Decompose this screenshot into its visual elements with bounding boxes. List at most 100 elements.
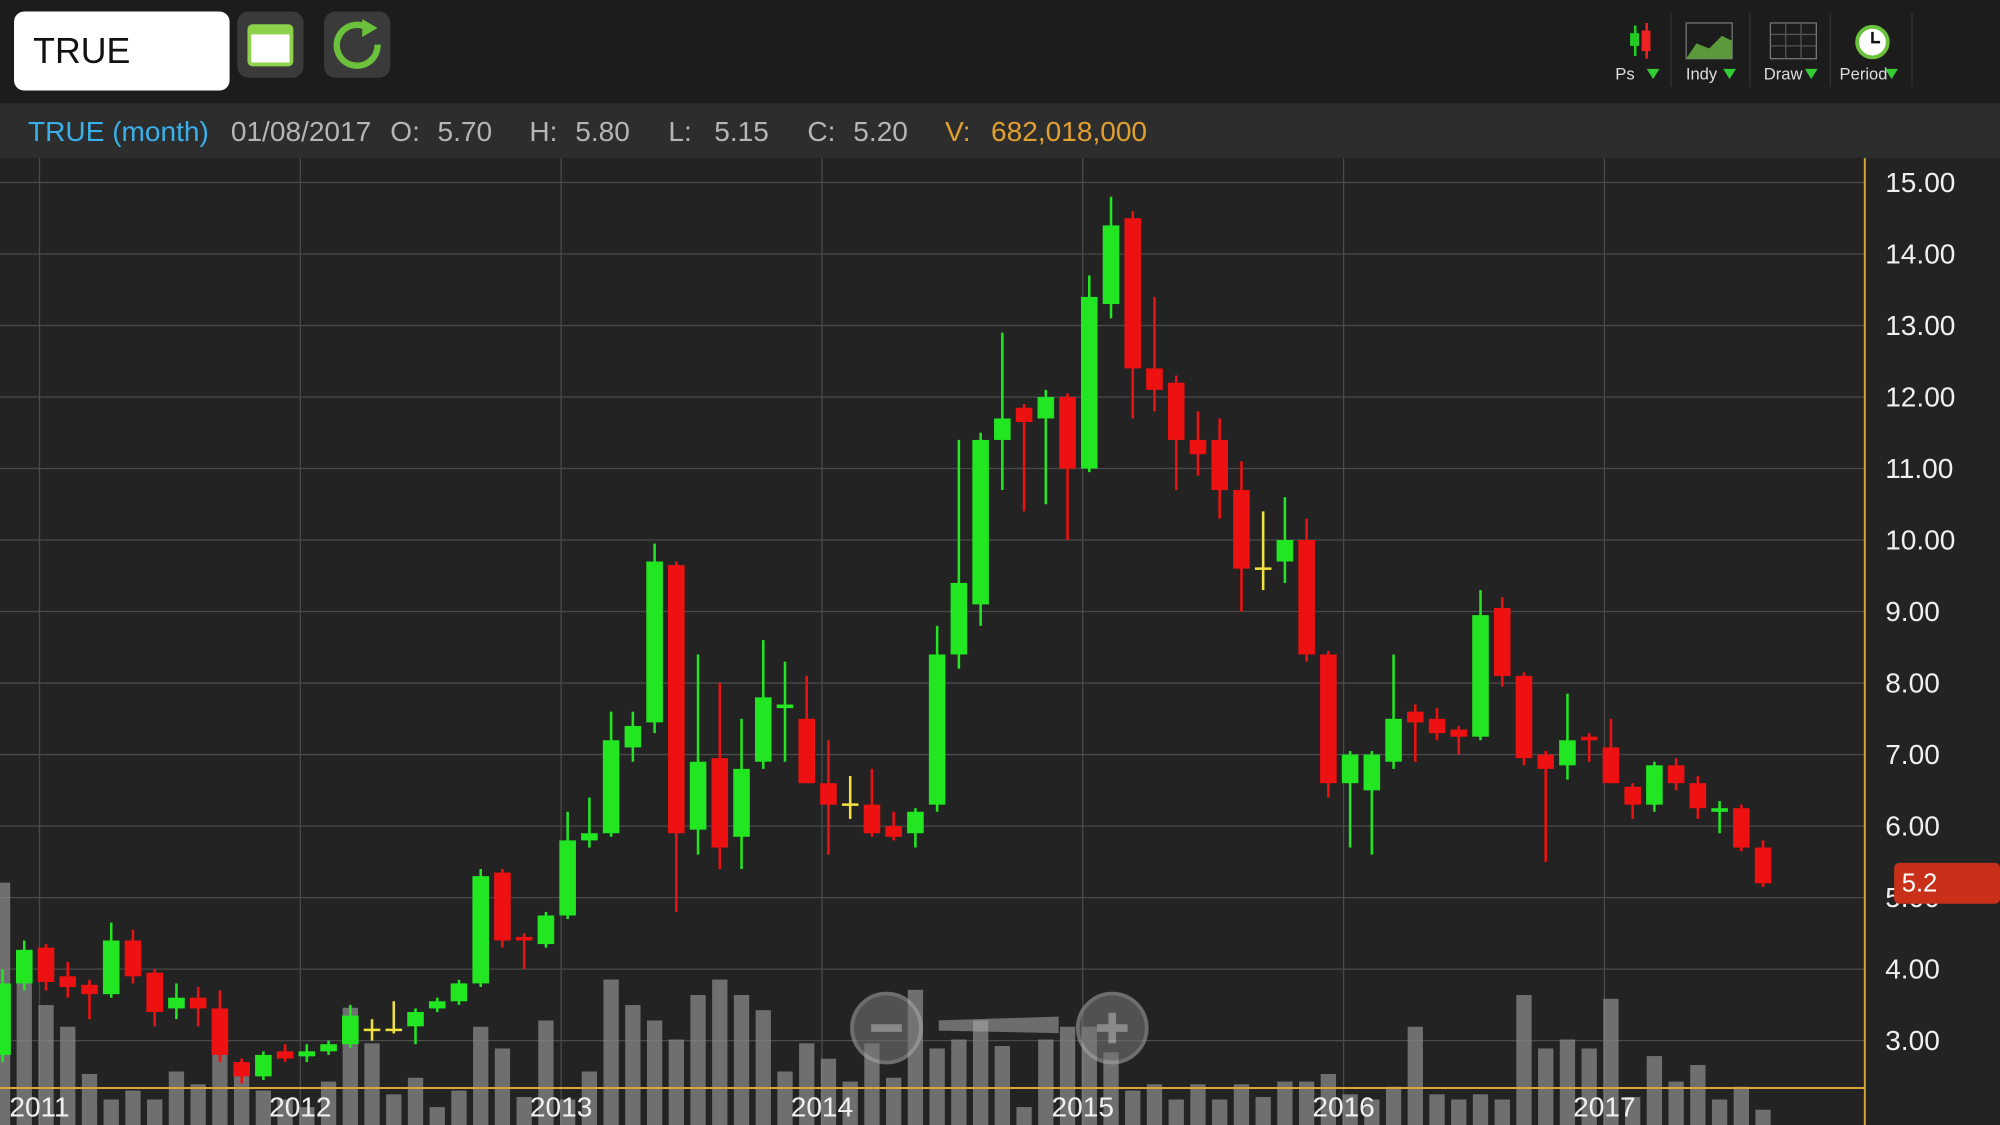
x-tick-label: 2016 [1312, 1092, 1374, 1123]
volume-bar [1733, 1086, 1749, 1125]
tool-button-label[interactable]: Ps [1615, 64, 1634, 83]
symbol-input[interactable] [14, 11, 230, 91]
volume-bar [842, 1081, 858, 1125]
plot [0, 158, 1865, 1125]
zoom-slider[interactable] [938, 1016, 1059, 1034]
volume-bar [386, 1094, 402, 1125]
candle-body [994, 418, 1011, 440]
candle-body [472, 876, 490, 984]
tool-button-arrow [1885, 68, 1898, 80]
info-open: 5.70 [438, 116, 493, 147]
volume-bar [603, 979, 619, 1125]
candle-body [1059, 397, 1076, 469]
info-close: 5.20 [853, 116, 908, 147]
volume-bar [320, 1081, 337, 1125]
volume-bar [407, 1077, 424, 1125]
candle-body [1515, 675, 1533, 759]
y-tick-label: 11.00 [1885, 453, 1953, 484]
axis-labels: 3.004.005.006.007.008.009.0010.0011.0012… [9, 167, 2000, 1123]
toolbar-separators [1670, 12, 1913, 87]
candle-body [754, 697, 772, 762]
volume-bar [1668, 1081, 1684, 1125]
y-tick-label: 7.00 [1885, 739, 1940, 770]
volume-bar [1755, 1109, 1771, 1125]
candle-body [1124, 218, 1142, 369]
candle-body [1211, 439, 1228, 490]
tool-button-label[interactable]: Period [1840, 64, 1888, 83]
candle-body [1428, 718, 1446, 734]
volume-bar [81, 1073, 98, 1125]
x-tick-label: 2015 [1052, 1092, 1114, 1123]
volume-bar [1059, 1026, 1076, 1125]
volume-bar [60, 1026, 76, 1125]
volume-bar [1277, 1081, 1293, 1125]
candle-body [1276, 540, 1294, 562]
draw-icon-grid [1770, 22, 1817, 59]
candle-body [59, 976, 77, 987]
volume-bar [494, 1048, 511, 1125]
volume-bar [1168, 1099, 1184, 1125]
candle-body [841, 803, 859, 806]
refresh-arrow [362, 19, 378, 37]
calendar-icon-page [251, 34, 290, 63]
candle-body [885, 826, 902, 837]
volume-bar [1364, 1099, 1380, 1125]
candle-body [276, 1051, 294, 1059]
volume-bar [1146, 1084, 1163, 1125]
candle-body [1037, 397, 1055, 419]
info-symbol: TRUE (month) [28, 116, 209, 147]
y-tick-label: 13.00 [1885, 310, 1955, 341]
info-high-label: H: [529, 116, 557, 147]
tool-button-arrow [1646, 68, 1660, 80]
candle-body [559, 840, 576, 916]
candle-body [1407, 711, 1424, 723]
candle-body [689, 761, 707, 830]
volume-bar [233, 1073, 250, 1125]
tool-button-label[interactable]: Indy [1686, 64, 1718, 83]
volume-bar [147, 1099, 163, 1125]
candle-body [1602, 747, 1620, 784]
refresh-button[interactable] [323, 11, 391, 78]
candle-body [1189, 439, 1207, 455]
zoom-in-icon [1096, 1012, 1128, 1044]
candle-body [0, 983, 11, 1055]
candle-body [668, 565, 685, 834]
candle-body [124, 940, 142, 977]
tool-button-label[interactable]: Draw [1764, 64, 1804, 83]
volume-bar [581, 1071, 598, 1125]
volume-bar [277, 1099, 293, 1125]
volume-bar [429, 1107, 445, 1125]
volume-bar [1516, 994, 1532, 1125]
volume-bar [1190, 1084, 1206, 1125]
candle-body [15, 949, 33, 984]
volume-bar [712, 979, 728, 1125]
volume-bar [299, 1107, 315, 1125]
volume-bar [668, 1039, 684, 1125]
candle-body [1167, 382, 1185, 440]
y-tick-label: 8.00 [1885, 668, 1940, 699]
volume-bar [1538, 1048, 1554, 1125]
volume-bar [1385, 1086, 1402, 1125]
candle-body [1667, 765, 1685, 784]
volume-bar [16, 969, 32, 1125]
volume-bar [1625, 1097, 1641, 1125]
indy-icon-area [1686, 35, 1733, 59]
info-high: 5.80 [575, 116, 630, 147]
candle-body [233, 1062, 250, 1077]
refresh-icon [333, 21, 381, 69]
candle-body [407, 1012, 424, 1027]
last-price-label: 5.2 [1902, 869, 1937, 897]
candle-body [820, 783, 837, 805]
volume-bar [168, 1071, 185, 1125]
period-icon-hands [1871, 31, 1881, 44]
calendar-button[interactable] [237, 11, 304, 78]
y-tick-label: 4.00 [1885, 954, 1940, 985]
volume-bar [972, 1020, 989, 1125]
volume-bar [1603, 998, 1619, 1125]
symbol-input-text: TRUE [33, 31, 130, 71]
info-date: 01/08/2017 [231, 116, 371, 147]
volume-bar [1255, 1097, 1271, 1125]
volume-bar [777, 1071, 793, 1125]
volume-bar [103, 1099, 119, 1125]
